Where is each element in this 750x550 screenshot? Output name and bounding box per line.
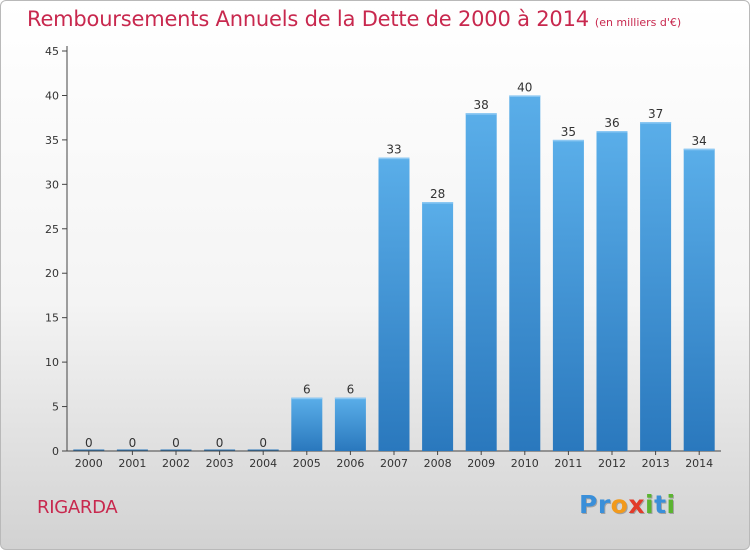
bar-highlight [291,397,323,400]
logo-letter: i [666,490,676,519]
data-label: 0 [85,436,93,450]
logo-letter: r [597,490,611,519]
logo-letter: t [654,490,667,519]
x-tick-label: 2008 [424,457,452,470]
data-label: 37 [648,107,663,121]
proxiti-logo: Proxiti [579,490,676,519]
y-tick-label: 20 [45,267,59,280]
x-tick-label: 2002 [162,457,190,470]
logo-letter: i [645,490,655,519]
data-label: 0 [172,436,180,450]
y-tick-label: 30 [45,178,59,191]
data-label: 0 [129,436,137,450]
chart-subtitle: (en milliers d'€) [594,16,682,29]
y-tick-label: 25 [45,223,59,236]
bar-highlight [334,397,366,400]
data-label: 36 [604,116,619,130]
x-tick-label: 2006 [336,457,364,470]
bar-highlight [683,148,715,151]
data-label: 6 [347,383,355,397]
bar-highlight [378,157,410,160]
data-label: 33 [386,143,401,157]
data-label: 6 [303,383,311,397]
bar [552,139,584,451]
bar-highlight [640,122,672,124]
x-tick-label: 2014 [685,457,713,470]
x-tick-label: 2011 [554,457,582,470]
y-tick-label: 35 [45,134,59,147]
data-labels: 0 0 0 0 0 6 6 33 28 38 40 35 36 37 34 [85,80,707,450]
bar [596,131,628,451]
bar-highlight [465,113,497,115]
x-tick-label: 2010 [511,457,539,470]
x-tick-label: 2004 [249,457,277,470]
y-tick-label: 45 [45,45,59,58]
x-tick-label: 2013 [642,457,670,470]
chart-title: Remboursements Annuels de la Dette de 20… [27,7,681,31]
axes: 0 5 10 15 20 25 30 35 40 45 2000 2001 2002 2003 2004 20… [45,45,721,470]
x-tick-label: 2012 [598,457,626,470]
data-label: 38 [474,98,489,112]
bar-highlight [422,202,454,204]
data-label: 0 [259,436,267,450]
logo-letter: x [628,490,645,519]
bar [378,157,410,451]
x-tick-label: 2009 [467,457,495,470]
bar [465,113,497,451]
bar [291,397,323,451]
chart-title-text: Remboursements Annuels de la Dette de 20… [27,7,589,31]
y-tick-label: 15 [45,312,59,325]
bar [683,148,715,451]
bar-highlight [596,131,628,133]
x-tick-label: 2003 [206,457,234,470]
data-label: 0 [216,436,224,450]
x-tick-label: 2001 [118,457,146,470]
bar [422,202,454,451]
x-tick-label: 2000 [75,457,103,470]
y-tick-label: 0 [52,445,59,458]
bars [73,95,715,451]
bar [334,397,366,451]
bar [640,122,672,451]
logo-letter: P [579,490,598,519]
y-tick-label: 10 [45,356,59,369]
data-label: 28 [430,187,445,201]
data-label: 34 [692,134,707,148]
bar [509,95,541,451]
logo-letter: o [610,490,629,519]
commune-name: RIGARDA [37,497,118,518]
bar-highlight [552,139,584,142]
data-label: 35 [561,125,576,139]
x-tick-label: 2005 [293,457,321,470]
bar-highlight [509,95,541,97]
data-label: 40 [517,80,532,94]
x-tick-label: 2007 [380,457,408,470]
y-tick-label: 40 [45,89,59,102]
y-tick-label: 5 [52,401,59,414]
